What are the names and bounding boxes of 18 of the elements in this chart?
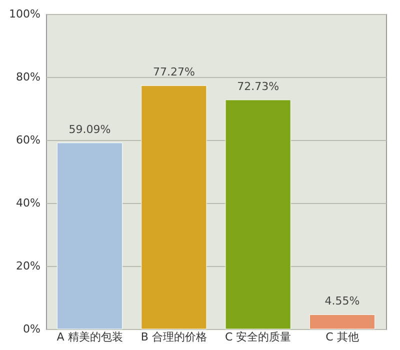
data-label: 77.27%	[152, 66, 195, 79]
y-tick-label: 20%	[16, 260, 40, 272]
y-tick-label: 100%	[9, 8, 40, 20]
bar	[225, 100, 291, 330]
y-tick-label: 40%	[16, 196, 40, 210]
y-tick-label: 0%	[23, 322, 40, 336]
bar	[309, 314, 376, 330]
data-label: 72.73%	[237, 80, 280, 93]
x-tick-label: C 其他	[326, 330, 359, 344]
bar	[141, 85, 207, 330]
x-tick-label: C 安全的质量	[224, 330, 292, 344]
y-tick-label: 80%	[16, 70, 40, 84]
bar	[56, 142, 123, 330]
x-tick-label: A 精美的包装	[56, 330, 123, 344]
x-tick-label: B 合理的价格	[140, 330, 207, 344]
data-label: 4.55%	[324, 294, 360, 308]
data-label: 59.09%	[68, 122, 111, 136]
y-tick-label: 60%	[16, 134, 40, 146]
